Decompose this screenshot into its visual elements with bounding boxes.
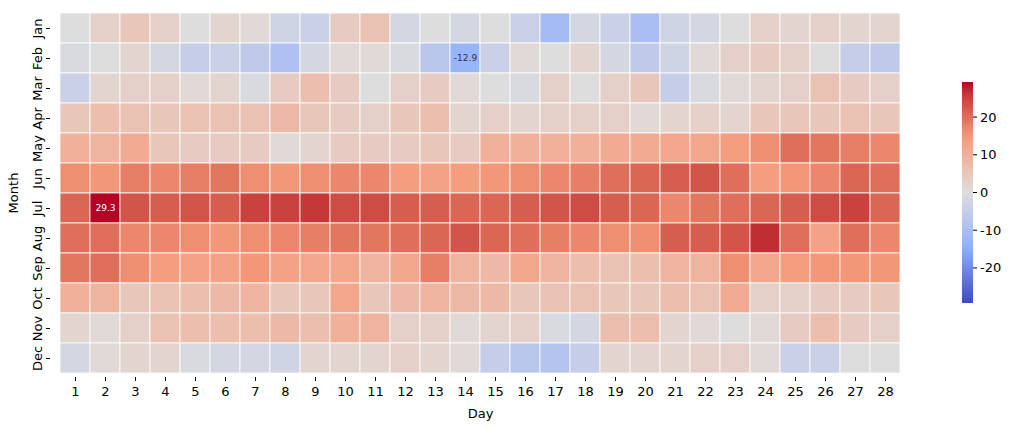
- svg-text:Dec: Dec: [30, 346, 45, 371]
- svg-text:Sep: Sep: [30, 256, 45, 281]
- svg-text:9: 9: [311, 384, 319, 399]
- svg-text:16: 16: [517, 384, 534, 399]
- svg-text:7: 7: [251, 384, 259, 399]
- svg-text:Nov: Nov: [30, 316, 45, 342]
- svg-text:28: 28: [877, 384, 894, 399]
- svg-text:10: 10: [980, 147, 997, 162]
- svg-text:Jun: Jun: [30, 168, 45, 189]
- svg-text:Month: Month: [6, 173, 21, 214]
- svg-text:Oct: Oct: [30, 287, 45, 309]
- svg-text:13: 13: [427, 384, 444, 399]
- svg-text:May: May: [30, 135, 45, 162]
- svg-text:2: 2: [101, 384, 109, 399]
- svg-text:15: 15: [487, 384, 504, 399]
- svg-text:22: 22: [697, 384, 714, 399]
- svg-text:-20: -20: [980, 260, 1001, 275]
- svg-text:-12.9: -12.9: [454, 53, 478, 63]
- svg-text:12: 12: [397, 384, 414, 399]
- svg-text:3: 3: [131, 384, 139, 399]
- svg-text:23: 23: [727, 384, 744, 399]
- svg-text:29.3: 29.3: [95, 203, 115, 213]
- svg-text:Feb: Feb: [30, 47, 45, 70]
- svg-text:19: 19: [607, 384, 624, 399]
- svg-text:Mar: Mar: [30, 76, 45, 101]
- svg-text:Jan: Jan: [30, 18, 45, 39]
- svg-text:18: 18: [577, 384, 594, 399]
- svg-text:0: 0: [980, 185, 988, 200]
- svg-text:6: 6: [221, 384, 229, 399]
- svg-text:Apr: Apr: [30, 107, 45, 130]
- svg-text:4: 4: [161, 384, 169, 399]
- svg-text:25: 25: [787, 384, 804, 399]
- svg-text:20: 20: [980, 110, 997, 125]
- svg-text:Day: Day: [468, 406, 494, 421]
- svg-text:24: 24: [757, 384, 774, 399]
- svg-text:10: 10: [337, 384, 354, 399]
- svg-text:1: 1: [71, 384, 79, 399]
- svg-text:Jul: Jul: [30, 201, 45, 218]
- svg-text:26: 26: [817, 384, 834, 399]
- svg-text:27: 27: [847, 384, 864, 399]
- svg-text:5: 5: [191, 384, 199, 399]
- svg-text:14: 14: [457, 384, 474, 399]
- svg-text:21: 21: [667, 384, 684, 399]
- svg-text:11: 11: [367, 384, 384, 399]
- svg-text:20: 20: [637, 384, 654, 399]
- svg-text:Aug: Aug: [30, 226, 45, 251]
- svg-text:17: 17: [547, 384, 564, 399]
- svg-text:-10: -10: [980, 223, 1001, 238]
- svg-text:8: 8: [281, 384, 289, 399]
